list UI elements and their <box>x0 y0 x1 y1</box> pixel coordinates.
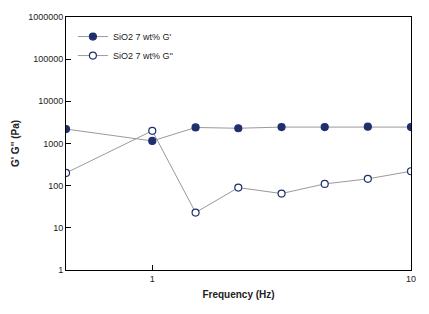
svg-text:1000: 1000 <box>43 139 63 149</box>
svg-text:1: 1 <box>58 265 63 275</box>
svg-text:SiO2 7 wt% G'': SiO2 7 wt% G'' <box>113 51 173 61</box>
svg-text:100000: 100000 <box>33 54 63 64</box>
svg-text:10: 10 <box>406 274 416 284</box>
svg-text:100: 100 <box>48 181 63 191</box>
svg-text:1000000: 1000000 <box>28 12 63 22</box>
svg-text:SiO2 7 wt% G': SiO2 7 wt% G' <box>113 32 172 42</box>
svg-text:10: 10 <box>53 223 63 233</box>
svg-text:Frequency (Hz): Frequency (Hz) <box>202 289 274 300</box>
svg-text:10000: 10000 <box>38 96 63 106</box>
svg-text:G' G'' (Pa): G' G'' (Pa) <box>10 120 21 167</box>
svg-text:1: 1 <box>150 274 155 284</box>
